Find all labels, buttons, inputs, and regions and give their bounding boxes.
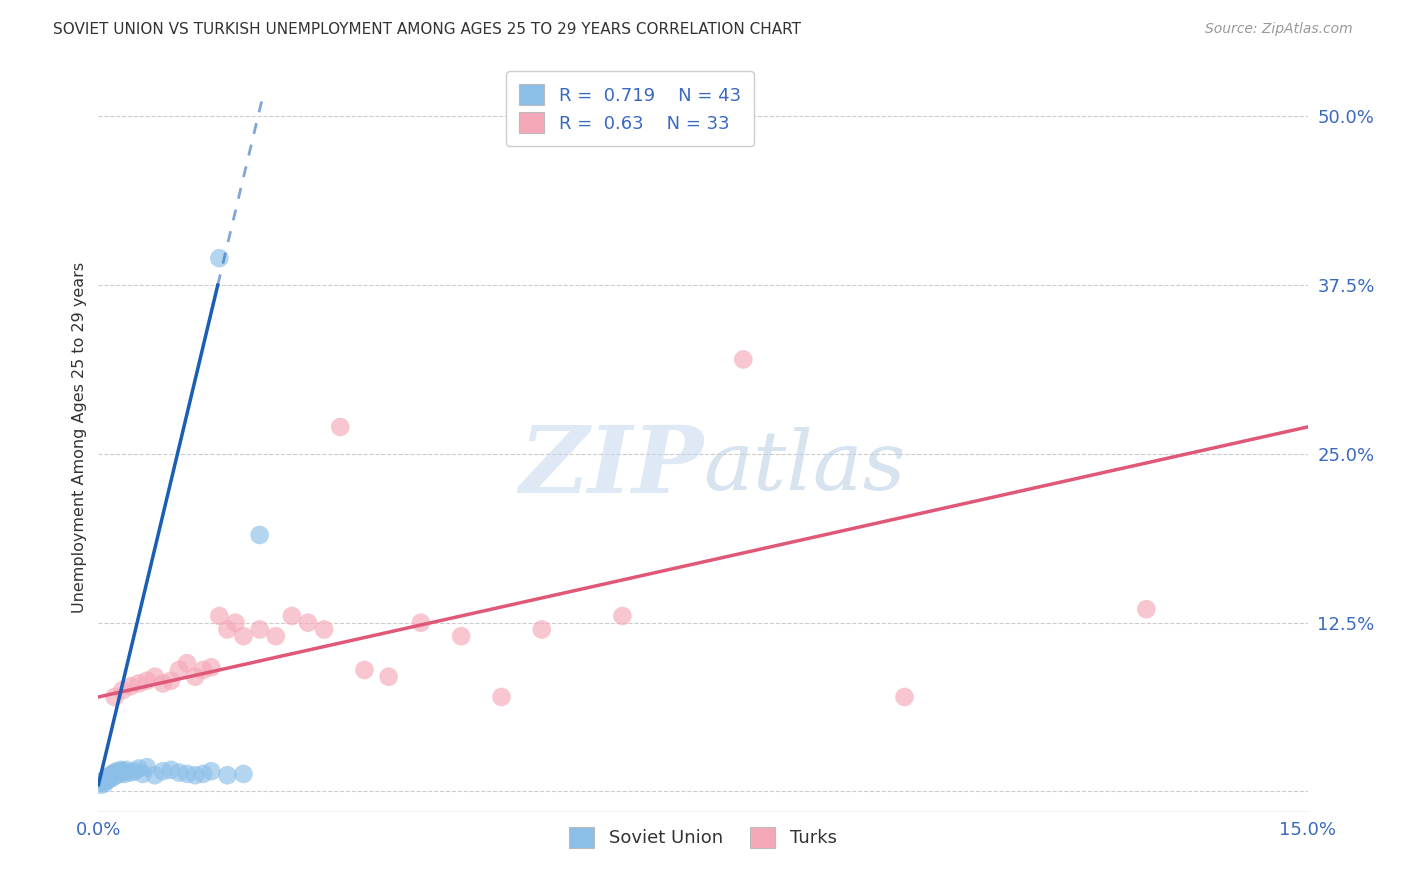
Point [132,767,155,781]
Text: SOVIET UNION VS TURKISH UNEMPLOYMENT AMONG AGES 25 TO 29 YEARS CORRELATION CHART: SOVIET UNION VS TURKISH UNEMPLOYMENT AMO… [53,22,801,37]
Point [94,776,117,790]
Point [409,615,432,630]
Point [107,767,129,781]
Point [112,767,135,781]
Point [152,764,174,779]
Point [103,765,125,780]
Point [135,760,157,774]
Point [167,765,190,780]
Point [314,623,336,637]
Point [103,767,125,781]
Point [97,770,120,784]
Point [105,764,128,779]
Point [200,764,222,779]
Point [143,670,166,684]
Point [208,609,231,624]
Point [97,772,120,787]
Point [184,670,207,684]
Point [249,528,271,542]
Point [193,663,215,677]
Point [120,679,142,693]
Text: atlas: atlas [703,427,905,507]
Point [160,673,183,688]
Point [281,609,304,624]
Text: Source: ZipAtlas.com: Source: ZipAtlas.com [1205,22,1353,37]
Point [530,623,553,637]
Point [101,771,124,785]
Point [1135,602,1157,616]
Point [93,773,115,788]
Point [98,771,121,785]
Point [143,768,166,782]
Point [111,764,134,779]
Point [208,251,231,265]
Point [103,768,125,782]
Legend: Soviet Union, Turks: Soviet Union, Turks [562,820,844,855]
Point [217,768,239,782]
Point [450,629,472,643]
Point [108,765,131,780]
Point [135,673,157,688]
Point [167,663,190,677]
Point [90,778,112,792]
Point [733,352,755,367]
Point [96,771,118,785]
Point [100,768,122,782]
Point [111,765,134,780]
Point [91,775,114,789]
Point [115,763,138,777]
Point [176,767,198,781]
Point [264,629,287,643]
Point [612,609,634,624]
Point [101,767,124,781]
Point [103,690,125,704]
Point [100,770,122,784]
Point [128,762,150,776]
Point [893,690,915,704]
Point [176,657,198,671]
Point [110,763,132,777]
Point [124,764,146,779]
Point [217,623,239,637]
Point [224,615,246,630]
Point [96,773,118,788]
Y-axis label: Unemployment Among Ages 25 to 29 years: Unemployment Among Ages 25 to 29 years [72,261,87,613]
Point [120,765,142,780]
Point [232,629,254,643]
Point [128,676,150,690]
Point [491,690,513,704]
Point [297,615,319,630]
Point [94,772,117,787]
Point [152,676,174,690]
Point [184,768,207,782]
Point [377,670,399,684]
Point [111,683,134,698]
Point [353,663,375,677]
Point [232,767,254,781]
Point [160,763,183,777]
Point [200,660,222,674]
Point [329,420,352,434]
Point [249,623,271,637]
Text: ZIP: ZIP [519,422,703,512]
Point [105,768,128,782]
Point [193,767,215,781]
